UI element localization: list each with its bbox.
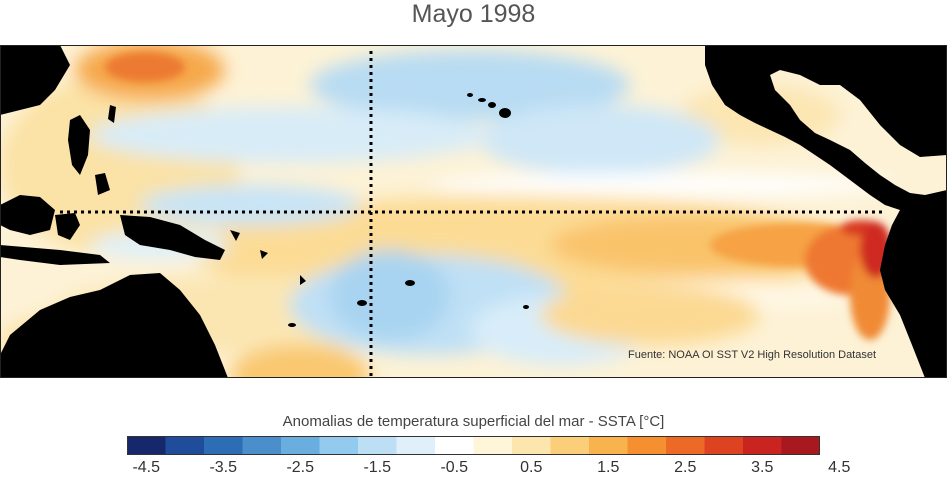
- land-americas: [705, 45, 947, 378]
- land-asia: [0, 45, 70, 115]
- colorbar-swatch: [781, 436, 820, 455]
- land-new-guinea: [120, 215, 225, 260]
- colorbar: [127, 436, 820, 455]
- colorbar-swatch: [704, 436, 744, 455]
- colorbar-swatch: [204, 436, 244, 455]
- colorbar-tick-label: 1.5: [597, 459, 620, 476]
- colorbar-tick-label: 4.5: [828, 459, 851, 476]
- ssta-map: [0, 45, 947, 378]
- colorbar-swatch: [358, 436, 398, 455]
- colorbar-swatch: [743, 436, 783, 455]
- colorbar-ticks: -4.5 -3.5 -2.5 -1.5 -0.5 0.5 1.5 2.5 3.5 4.5: [0, 459, 947, 479]
- colorbar-tick-label: -1.5: [363, 459, 392, 476]
- colorbar-title: Anomalias de temperatura superficial del…: [282, 413, 665, 430]
- colorbar-swatch: [589, 436, 629, 455]
- colorbar-swatch: [435, 436, 475, 455]
- colorbar-swatch: [627, 436, 667, 455]
- colorbar-tick-label: 0.5: [520, 459, 543, 476]
- colorbar-tick-label: -4.5: [132, 459, 161, 476]
- colorbar-tick-label: -0.5: [440, 459, 469, 476]
- colorbar-swatch: [319, 436, 359, 455]
- colorbar-swatch: [281, 436, 321, 455]
- colorbar-swatch: [396, 436, 436, 455]
- colorbar-tick-label: -2.5: [286, 459, 315, 476]
- colorbar-swatch: [473, 436, 513, 455]
- source-credit: Fuente: NOAA OI SST V2 High Resolution D…: [628, 349, 877, 361]
- map-title: Mayo 1998: [411, 0, 536, 28]
- colorbar-swatch: [550, 436, 590, 455]
- colorbar-tick-label: -3.5: [209, 459, 238, 476]
- land-australia: [0, 273, 228, 378]
- colorbar-swatch: [165, 436, 205, 455]
- el-nino-warm-core: [105, 52, 895, 340]
- colorbar-swatch: [666, 436, 706, 455]
- colorbar-swatch: [242, 436, 282, 455]
- colorbar-frame: [127, 436, 820, 455]
- land-borneo: [0, 195, 55, 235]
- colorbar-tick-label: 2.5: [674, 459, 697, 476]
- land-hawaii: [467, 93, 511, 118]
- colorbar-swatch: [512, 436, 552, 455]
- colorbar-swatch: [127, 436, 167, 455]
- colorbar-tick-label: 3.5: [751, 459, 774, 476]
- land-masses: [0, 45, 947, 378]
